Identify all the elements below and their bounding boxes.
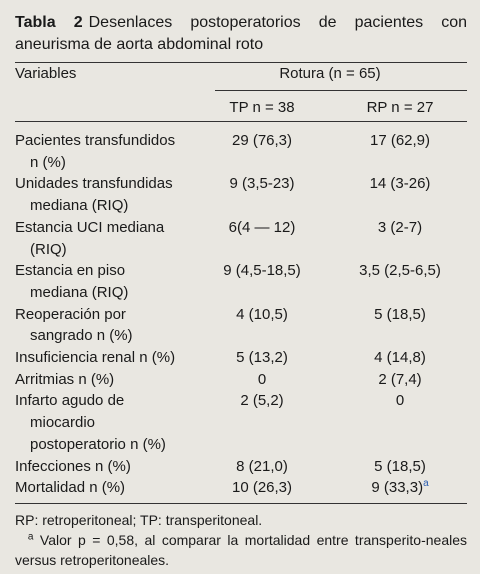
cell-value: 9 (33,3) bbox=[371, 479, 424, 497]
row-label: mediana (RIQ) bbox=[30, 197, 129, 215]
row-label: Estancia en piso bbox=[15, 262, 126, 280]
cell-value: 17 (62,9) bbox=[369, 132, 431, 149]
cell-value: 14 (3-26) bbox=[369, 175, 431, 193]
row-label: Unidades transfundidas bbox=[15, 175, 173, 193]
row-label: (RIQ) bbox=[30, 240, 67, 258]
rule bbox=[15, 62, 467, 63]
note-mark: a bbox=[423, 478, 429, 490]
row-label: Insuficiencia renal n (%) bbox=[15, 349, 176, 366]
cell-value: 5 (18,5) bbox=[374, 457, 426, 475]
cell-rp: 17 (62,9) bbox=[370, 131, 430, 151]
cell-tp: 29 (76,3) bbox=[231, 132, 293, 149]
cell-tp: 8 (21,0) bbox=[236, 457, 288, 475]
header-variables: Variables bbox=[15, 65, 77, 82]
cell-rp: 3 (2-7) bbox=[378, 218, 422, 238]
row-label: Pacientes transfundidos bbox=[15, 132, 176, 149]
table-title: Desenlaces postoperatorios de pacientes … bbox=[15, 14, 467, 53]
cell-value: 4 (14,8) bbox=[374, 349, 426, 366]
cell-tp: 6(4 — 12) bbox=[228, 218, 296, 236]
cell-rp: 0 bbox=[396, 391, 404, 411]
footnote: RP: retroperitoneal; TP: transperitoneal… bbox=[15, 512, 263, 528]
row-label: mediana (RIQ) bbox=[30, 283, 129, 301]
cell-tp: 10 (26,3) bbox=[231, 479, 293, 497]
row-label: sangrado n (%) bbox=[30, 327, 133, 345]
row-label: Arritmias n (%) bbox=[15, 370, 115, 388]
cell-tp: 2 (5,2) bbox=[240, 392, 284, 410]
table-label: Tabla 2 bbox=[15, 14, 83, 31]
cell-rp: 4 (14,8) bbox=[374, 348, 426, 368]
row-label: Infecciones n (%) bbox=[15, 457, 131, 475]
row-label: Reoperación por bbox=[15, 305, 126, 323]
row-label: postoperatorio n (%) bbox=[30, 435, 166, 453]
header-column: RP n = 27 bbox=[366, 99, 434, 116]
footnote: a Valor p = 0,58, al comparar la mortali… bbox=[15, 530, 467, 570]
footnotes: RP: retroperitoneal; TP: transperitoneal… bbox=[15, 510, 467, 570]
rule bbox=[15, 503, 467, 504]
rule bbox=[15, 121, 467, 122]
cell-tp: 9 (4,5-18,5) bbox=[223, 262, 301, 280]
cell-value: 3 (2-7) bbox=[377, 218, 423, 236]
cell-value: 2 (7,4) bbox=[378, 370, 422, 388]
cell-value: 5 (18,5) bbox=[374, 305, 426, 323]
cell-rp: 9 (33,3)a bbox=[371, 478, 428, 498]
row-label: miocardio bbox=[30, 414, 96, 432]
row-label: Infarto agudo de bbox=[15, 392, 125, 410]
cell-rp: 2 (7,4) bbox=[378, 370, 421, 390]
cell-value: 3,5 (2,5-6,5) bbox=[359, 262, 441, 280]
header-column: TP n = 38 bbox=[229, 99, 295, 116]
table-caption: Tabla 2 Desenlaces postoperatorios de pac… bbox=[15, 12, 467, 56]
cell-tp: 9 (3,5-23) bbox=[229, 175, 295, 193]
header-group: Rotura (n = 65) bbox=[279, 65, 381, 82]
cell-tp: 5 (13,2) bbox=[236, 349, 288, 366]
cell-rp: 3,5 (2,5-6,5) bbox=[359, 261, 441, 281]
cell-tp: 0 bbox=[257, 370, 267, 388]
cell-rp: 5 (18,5) bbox=[374, 457, 426, 477]
row-label: Estancia UCI mediana bbox=[15, 218, 165, 236]
cell-value: 0 bbox=[395, 392, 405, 410]
footnote-mark: a bbox=[27, 531, 34, 543]
cell-rp: 14 (3-26) bbox=[370, 174, 431, 194]
cell-tp: 4 (10,5) bbox=[236, 305, 288, 323]
footnote-text: Valor p = 0,58, al comparar la mortalida… bbox=[15, 532, 467, 568]
row-label: Mortalidad n (%) bbox=[15, 479, 126, 497]
rule bbox=[215, 90, 467, 91]
cell-rp: 5 (18,5) bbox=[374, 305, 426, 325]
row-label: n (%) bbox=[30, 153, 66, 171]
